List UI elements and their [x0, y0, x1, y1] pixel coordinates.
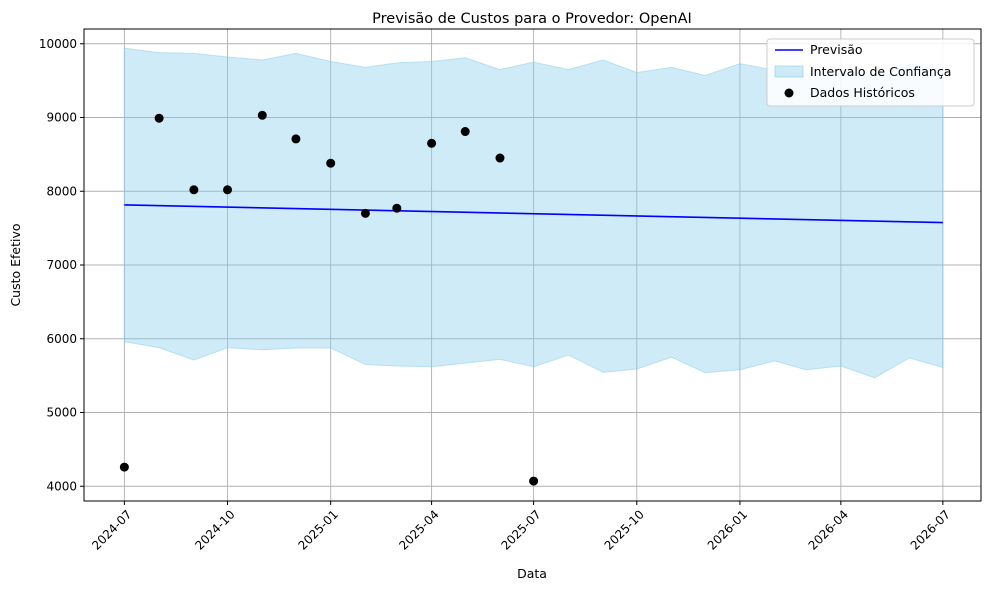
legend-historical-swatch	[784, 88, 794, 98]
chart-title: Previsão de Custos para o Provedor: Open…	[372, 11, 692, 27]
legend-historical-label: Dados Históricos	[810, 85, 915, 100]
y-tick-label: 6000	[46, 332, 77, 346]
legend-interval-swatch	[774, 65, 804, 78]
historical-point	[495, 153, 505, 163]
historical-points	[119, 110, 539, 486]
legend-box	[766, 38, 975, 107]
x-tick-label: 2025-10	[602, 507, 647, 552]
historical-point	[189, 185, 199, 195]
legend-forecast-label: Previsão	[810, 42, 863, 57]
legend-interval-label: Intervalo de Confiança	[810, 64, 951, 79]
x-tick-label: 2026-04	[806, 507, 851, 552]
y-tick-label: 8000	[46, 184, 77, 198]
x-tick-label: 2025-04	[396, 507, 441, 552]
y-tick-label: 9000	[46, 111, 77, 125]
x-tick-label: 2024-10	[192, 507, 237, 552]
historical-point	[119, 462, 129, 472]
historical-point	[154, 113, 164, 123]
y-tick-label: 4000	[46, 479, 77, 493]
historical-point	[529, 476, 539, 486]
y-axis-ticks: 4000 5000 6000 7000 8000 9000 10000	[39, 37, 84, 493]
y-tick-label: 5000	[46, 406, 77, 420]
x-axis-ticks: 2024-07 2024-10 2025-01 2025-04 2025-07 2025-…	[89, 501, 953, 553]
y-axis-label: Custo Efetivo	[8, 223, 23, 306]
historical-point	[427, 138, 437, 148]
x-tick-label: 2025-07	[498, 507, 543, 552]
historical-point	[257, 110, 267, 120]
x-tick-label: 2026-01	[705, 507, 750, 552]
y-tick-label: 10000	[39, 37, 77, 51]
x-tick-label: 2026-07	[908, 507, 953, 552]
historical-point	[291, 134, 301, 144]
x-tick-label: 2025-01	[296, 507, 341, 552]
x-axis-label: Data	[517, 566, 547, 581]
historical-point	[460, 127, 470, 137]
historical-point	[223, 185, 233, 195]
historical-point	[360, 208, 370, 218]
historical-point	[392, 203, 402, 213]
x-tick-label: 2024-07	[89, 507, 134, 552]
y-tick-label: 7000	[46, 258, 77, 272]
historical-point	[326, 158, 336, 168]
forecast-line	[124, 204, 943, 224]
legend: Previsão Intervalo de Confiança Dados Hist…	[766, 38, 975, 107]
forecast-series-line	[124, 204, 943, 224]
